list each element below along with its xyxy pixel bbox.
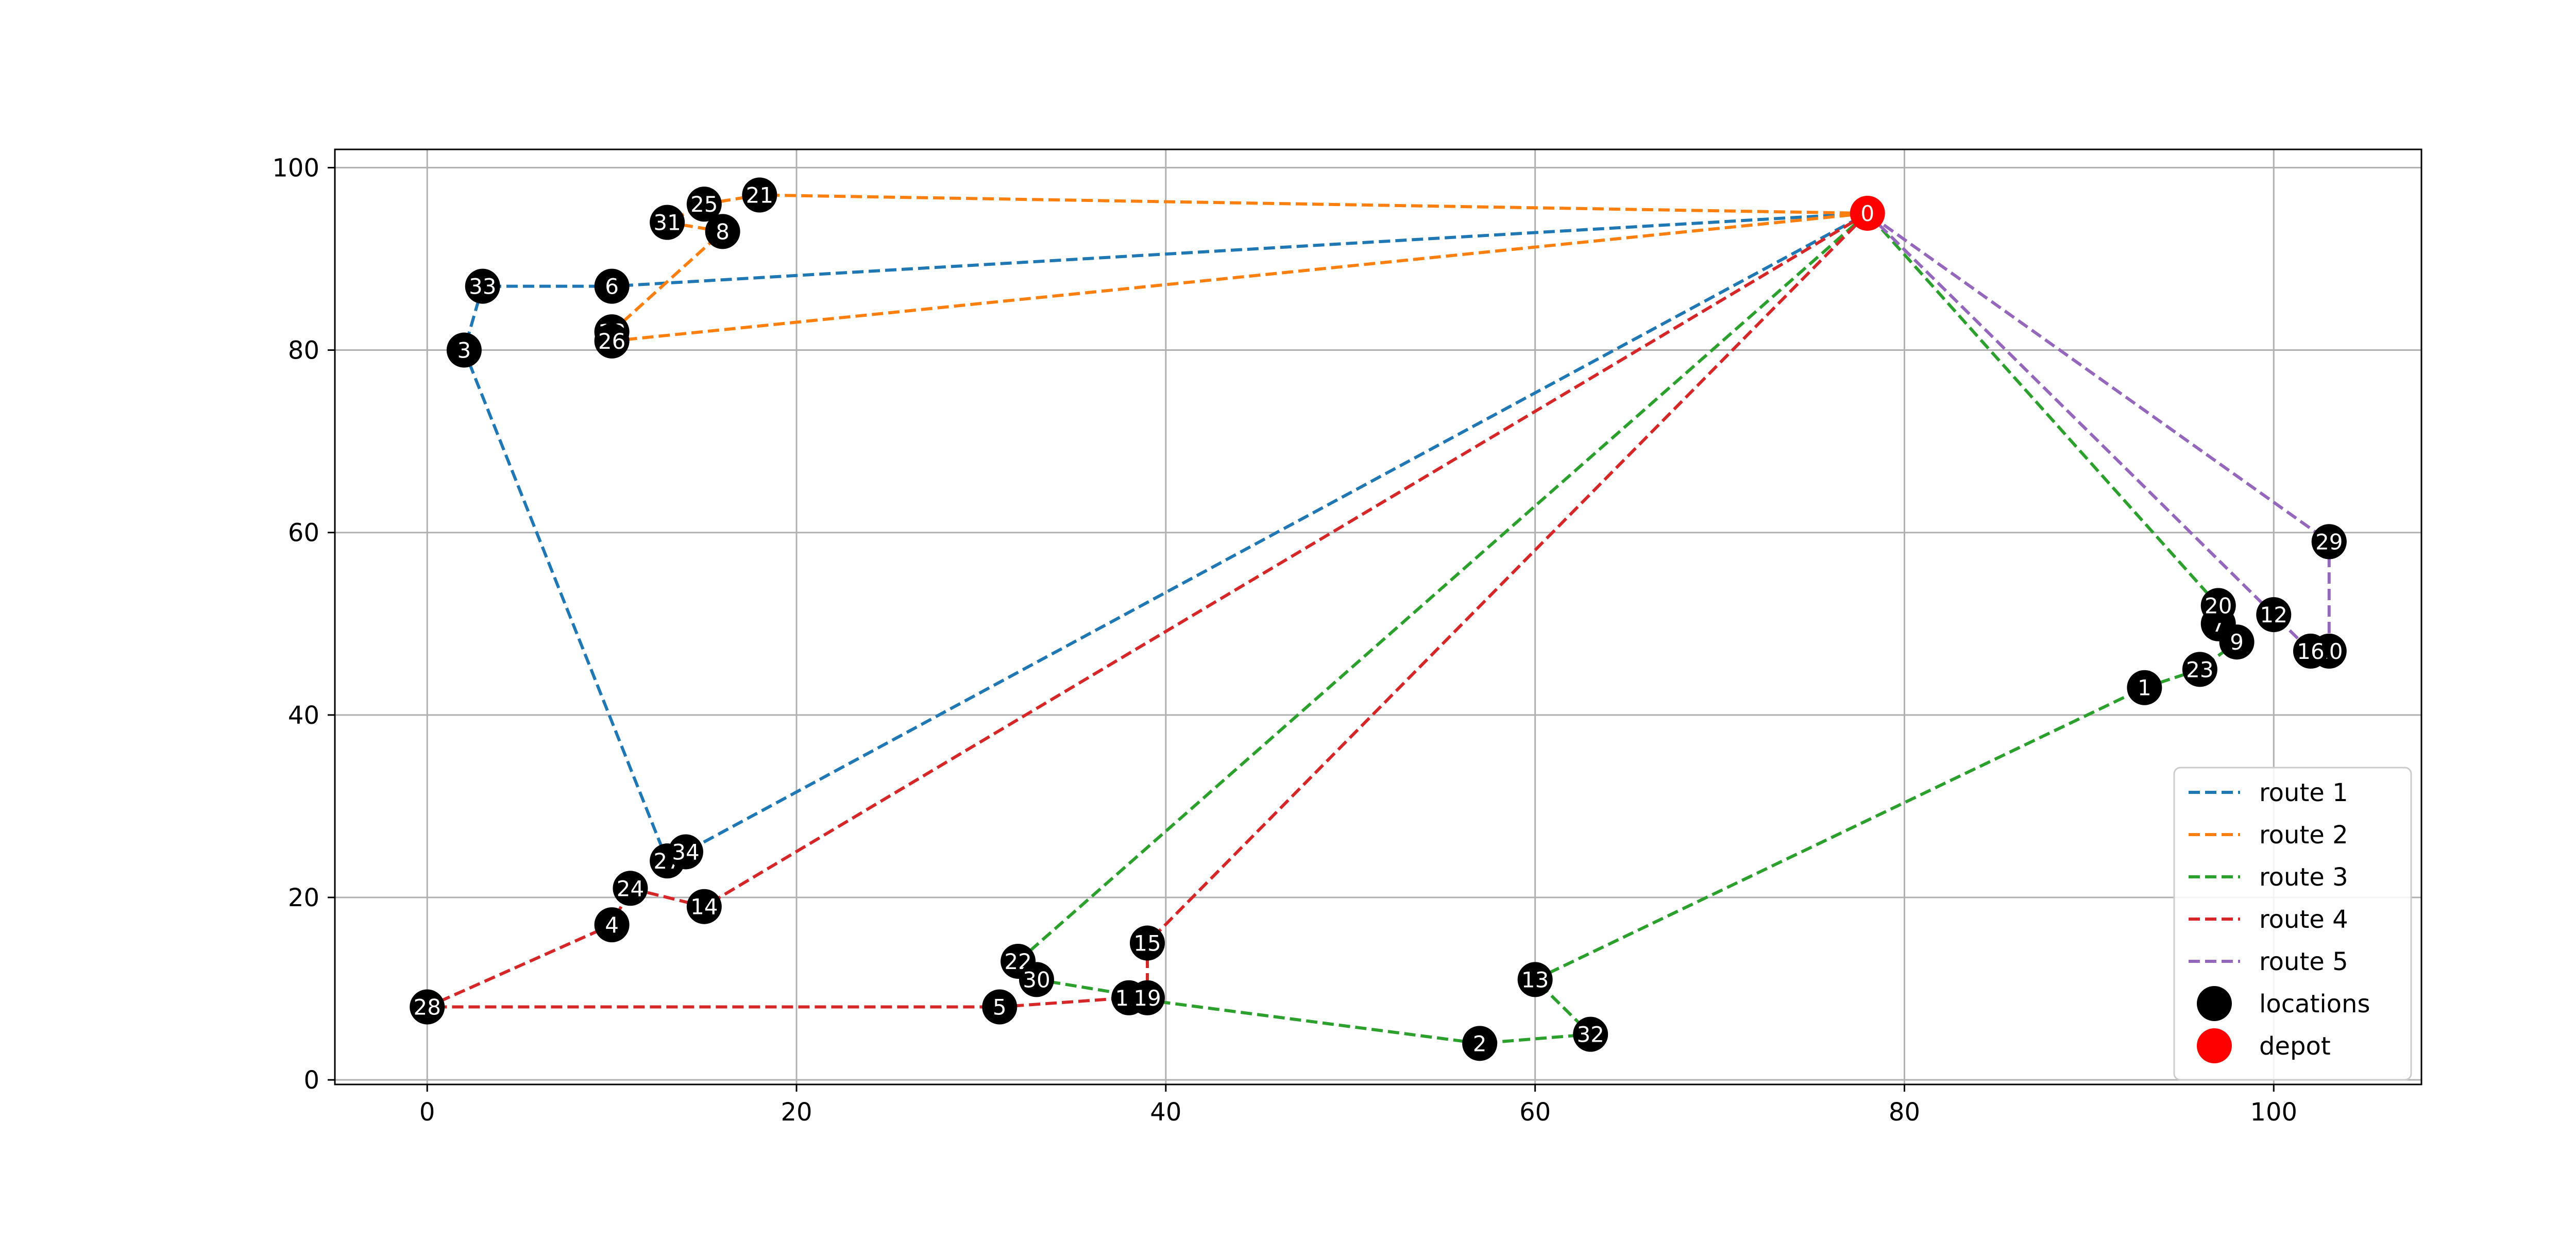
location-marker: [1129, 925, 1165, 961]
y-tick-label: 80: [288, 336, 319, 365]
location-marker: [686, 186, 722, 222]
location-label: 24: [617, 876, 644, 901]
y-tick-label: 60: [288, 519, 319, 548]
y-tick-label: 0: [303, 1066, 319, 1095]
legend-box: [2173, 767, 2412, 1081]
location-label: 6: [605, 274, 619, 299]
location-marker: [650, 205, 685, 240]
location-label: 14: [690, 894, 718, 920]
y-tick-label: 40: [288, 701, 319, 730]
legend-label: route 2: [2259, 821, 2348, 850]
location-marker: [1129, 980, 1165, 1015]
location-marker: [594, 907, 630, 943]
location-label: 34: [672, 839, 699, 864]
location-label: 32: [1577, 1022, 1604, 1047]
location-marker: [705, 214, 740, 249]
location-marker: [1462, 1026, 1498, 1061]
route-4-line: [426, 212, 1869, 1009]
location-marker: [668, 834, 703, 870]
location-marker: [2182, 652, 2217, 687]
legend-label: locations: [2259, 990, 2370, 1019]
point-layer: 1234567891011121314151617181920212223242…: [410, 177, 2347, 1061]
location-label: 9: [2230, 630, 2244, 655]
y-tick-label: 100: [272, 154, 319, 182]
location-label: 20: [2205, 593, 2232, 618]
location-label: 12: [2260, 602, 2287, 627]
legend-label: route 4: [2259, 905, 2348, 934]
location-marker: [613, 871, 648, 906]
location-marker: [2293, 633, 2328, 669]
location-marker: [465, 268, 500, 304]
location-marker: [2256, 597, 2292, 633]
location-label: 26: [598, 329, 625, 354]
y-tick-label: 20: [288, 884, 319, 912]
location-marker: [686, 889, 722, 924]
legend: route 1 route 2 route 3 route 4 route 5 locat…: [2173, 767, 2412, 1081]
location-label: 21: [746, 183, 773, 208]
location-marker: [594, 268, 630, 304]
location-marker: [1019, 962, 1054, 997]
location-marker: [1573, 1016, 1608, 1052]
x-tick-label: 60: [1519, 1098, 1551, 1127]
location-marker: [2311, 524, 2347, 559]
depot-marker: [1850, 195, 1885, 231]
legend-label: route 5: [2259, 947, 2348, 976]
location-label: 5: [993, 994, 1007, 1020]
location-marker: [2200, 588, 2236, 623]
depot-label: 0: [1860, 201, 1874, 226]
location-marker: [446, 332, 482, 368]
x-tick-label: 40: [1150, 1098, 1181, 1127]
location-marker: [2219, 624, 2255, 660]
location-marker: [982, 989, 1018, 1025]
location-label: 4: [605, 912, 619, 938]
location-label: 2: [1473, 1031, 1487, 1056]
location-label: 30: [1023, 967, 1050, 992]
plot-frame: [334, 148, 2422, 1085]
location-marker: [742, 177, 777, 213]
location-marker: [594, 323, 630, 359]
location-label: 1: [2138, 675, 2151, 701]
location-label: 23: [2186, 657, 2213, 682]
legend-label: depot: [2259, 1032, 2331, 1061]
location-label: 31: [653, 210, 681, 235]
x-tick-label: 20: [781, 1098, 812, 1127]
location-marker: [2127, 670, 2162, 705]
x-tick-label: 80: [1889, 1098, 1920, 1127]
location-marker: [1517, 962, 1553, 997]
x-tick-label: 0: [419, 1098, 435, 1127]
location-label: 3: [457, 338, 471, 363]
grid-layer: [335, 149, 2421, 1084]
location-label: 25: [690, 192, 718, 217]
route-3-line: [1015, 212, 2240, 1045]
legend-label: route 3: [2259, 863, 2348, 892]
location-marker: [410, 989, 445, 1025]
location-label: 28: [413, 994, 440, 1020]
x-tick-label: 100: [2250, 1098, 2297, 1127]
location-label: 8: [716, 219, 730, 244]
legend-swatch-marker: [2197, 986, 2232, 1021]
location-label: 33: [469, 274, 496, 299]
location-label: 15: [1133, 931, 1161, 956]
legend-swatch-marker: [2197, 1028, 2232, 1063]
location-label: 19: [1133, 986, 1161, 1011]
location-label: 13: [1521, 967, 1549, 992]
legend-label: route 1: [2259, 778, 2348, 807]
location-label: 16: [2297, 639, 2324, 664]
location-label: 29: [2315, 529, 2343, 554]
